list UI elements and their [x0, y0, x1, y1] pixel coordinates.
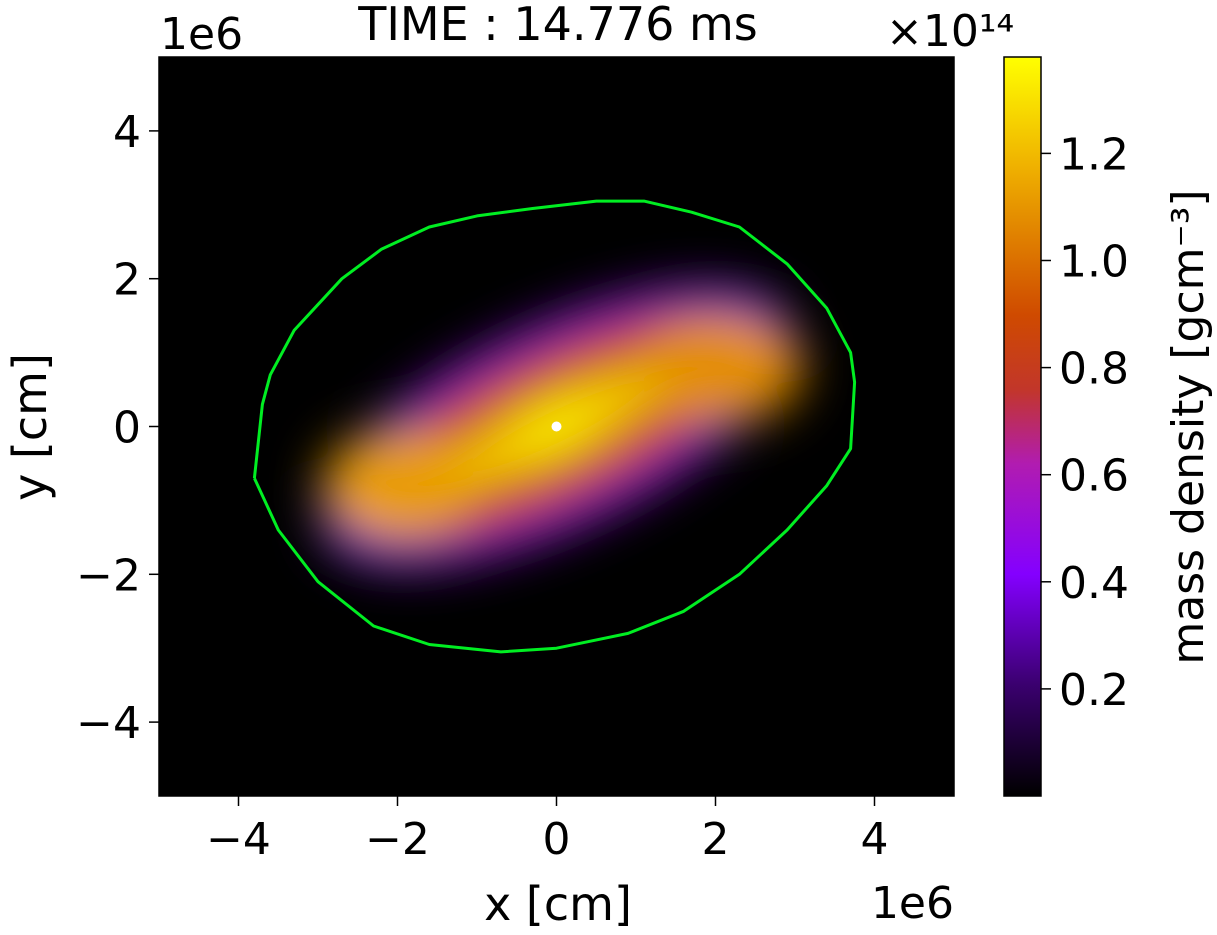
y-axis-label: y [cm] — [3, 353, 57, 501]
colorbar-tick-label: 0.2 — [1059, 665, 1129, 716]
colorbar: 0.2 0.4 0.6 0.8 1.0 1.2 ×10¹⁴ mass density [g… — [886, 6, 1214, 797]
center-marker — [551, 421, 562, 432]
y-tick-label: 2 — [113, 255, 141, 306]
colorbar-tick-label: 0.4 — [1059, 558, 1129, 609]
y-offset-text: 1e6 — [160, 9, 243, 60]
x-tick-label: 2 — [702, 814, 730, 865]
colorbar-offset-text: ×10¹⁴ — [886, 6, 1014, 57]
x-tick-label: 0 — [543, 814, 571, 865]
x-tick-label: −4 — [206, 814, 271, 865]
x-axis-ticks: −4 −2 0 2 4 — [206, 796, 889, 865]
colorbar-tick-label: 0.8 — [1059, 344, 1129, 395]
y-axis-ticks: −4 −2 0 2 4 — [76, 107, 159, 749]
colorbar-tick-label: 1.2 — [1059, 129, 1129, 180]
y-tick-label: 4 — [113, 107, 141, 158]
colorbar-label: mass density [gcm⁻³] — [1163, 189, 1214, 664]
y-tick-label: −4 — [76, 698, 141, 749]
x-tick-label: 4 — [861, 814, 889, 865]
colorbar-ticks: 0.2 0.4 0.6 0.8 1.0 1.2 — [1041, 129, 1129, 716]
density-blob — [321, 430, 474, 542]
y-tick-label: 0 — [113, 403, 141, 454]
colorbar-gradient — [1003, 56, 1042, 797]
plot-area — [158, 56, 955, 797]
y-tick-label: −2 — [76, 550, 141, 601]
x-axis-label: x [cm] — [484, 877, 632, 931]
colorbar-tick-label: 1.0 — [1059, 236, 1129, 287]
density-blob — [643, 311, 803, 423]
density-contour-line — [252, 199, 857, 654]
x-tick-label: −2 — [365, 814, 430, 865]
chart-title: TIME : 14.776 ms — [357, 0, 758, 51]
x-offset-text: 1e6 — [871, 878, 954, 929]
colorbar-tick-label: 0.6 — [1059, 451, 1129, 502]
